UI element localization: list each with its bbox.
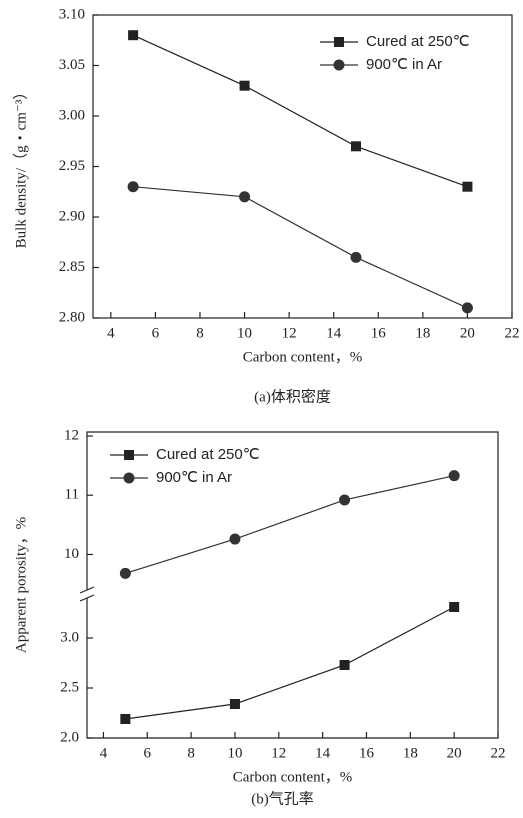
x-tick-label: 16 [371,325,387,341]
y-axis-label: Bulk density/（g・cm⁻³） [12,85,29,249]
legend-marker [124,450,134,460]
x-tick-label: 6 [152,325,160,341]
x-axis-label: Carbon content，% [243,349,363,365]
y-tick-label: 2.90 [59,208,85,224]
marker [350,141,361,152]
x-tick-label: 4 [100,745,108,761]
caption: (b)气孔率 [251,790,314,807]
y-tick-label: 2.0 [60,729,79,745]
marker [229,699,240,709]
marker [119,567,131,579]
y-tick-label: 2.5 [60,679,79,695]
x-tick-label: 12 [271,745,286,761]
marker [120,714,131,724]
caption: (a)体积密度 [254,388,331,405]
x-tick-label: 14 [326,325,342,341]
series-line [125,475,455,574]
marker [448,470,460,482]
series-line [133,186,468,309]
x-axis-label: Carbon content，% [233,769,353,785]
y-tick-label: 10 [64,546,79,562]
x-tick-label: 14 [315,745,331,761]
marker [350,251,362,263]
y-axis-label: Apparent porosity，% [13,517,29,653]
x-tick-label: 22 [491,745,506,761]
legend-label: Cured at 250℃ [156,446,260,463]
y-tick-label: 3.0 [60,629,79,645]
x-tick-label: 10 [237,325,252,341]
marker [239,191,251,203]
legend-marker [333,59,345,71]
x-tick-label: 16 [359,745,375,761]
series-line [132,34,468,188]
plot-frame [86,431,499,739]
plot-frame [92,14,513,319]
series-line [125,606,455,720]
y-tick-label: 12 [64,427,79,443]
x-tick-label: 20 [447,745,462,761]
legend-label: 900℃ in Ar [366,56,442,73]
x-tick-label: 10 [227,745,242,761]
marker [239,80,250,91]
x-tick-label: 18 [415,325,430,341]
y-tick-label: 2.85 [59,259,85,275]
marker [128,30,139,41]
marker [339,660,350,670]
y-tick-label: 3.10 [59,6,85,22]
x-tick-label: 6 [144,745,152,761]
x-tick-label: 18 [403,745,418,761]
y-tick-label: 3.00 [59,107,85,123]
axis-break [79,586,95,602]
x-tick-label: 4 [107,325,115,341]
legend-label: Cured at 250℃ [366,33,470,50]
marker [229,533,241,545]
x-tick-label: 22 [505,325,520,341]
x-tick-label: 20 [460,325,475,341]
y-tick-label: 11 [65,487,79,503]
legend-label: 900℃ in Ar [156,469,232,486]
legend-marker [123,472,135,484]
x-tick-label: 8 [187,745,195,761]
marker [339,494,351,506]
y-tick-label: 3.05 [59,57,85,73]
legend-marker [334,37,344,47]
x-tick-label: 12 [282,325,297,341]
x-tick-label: 8 [196,325,204,341]
marker [461,302,473,314]
marker [462,181,473,192]
y-tick-label: 2.95 [59,158,85,174]
y-tick-label: 2.80 [59,309,85,325]
marker [127,181,139,193]
marker [449,602,460,612]
